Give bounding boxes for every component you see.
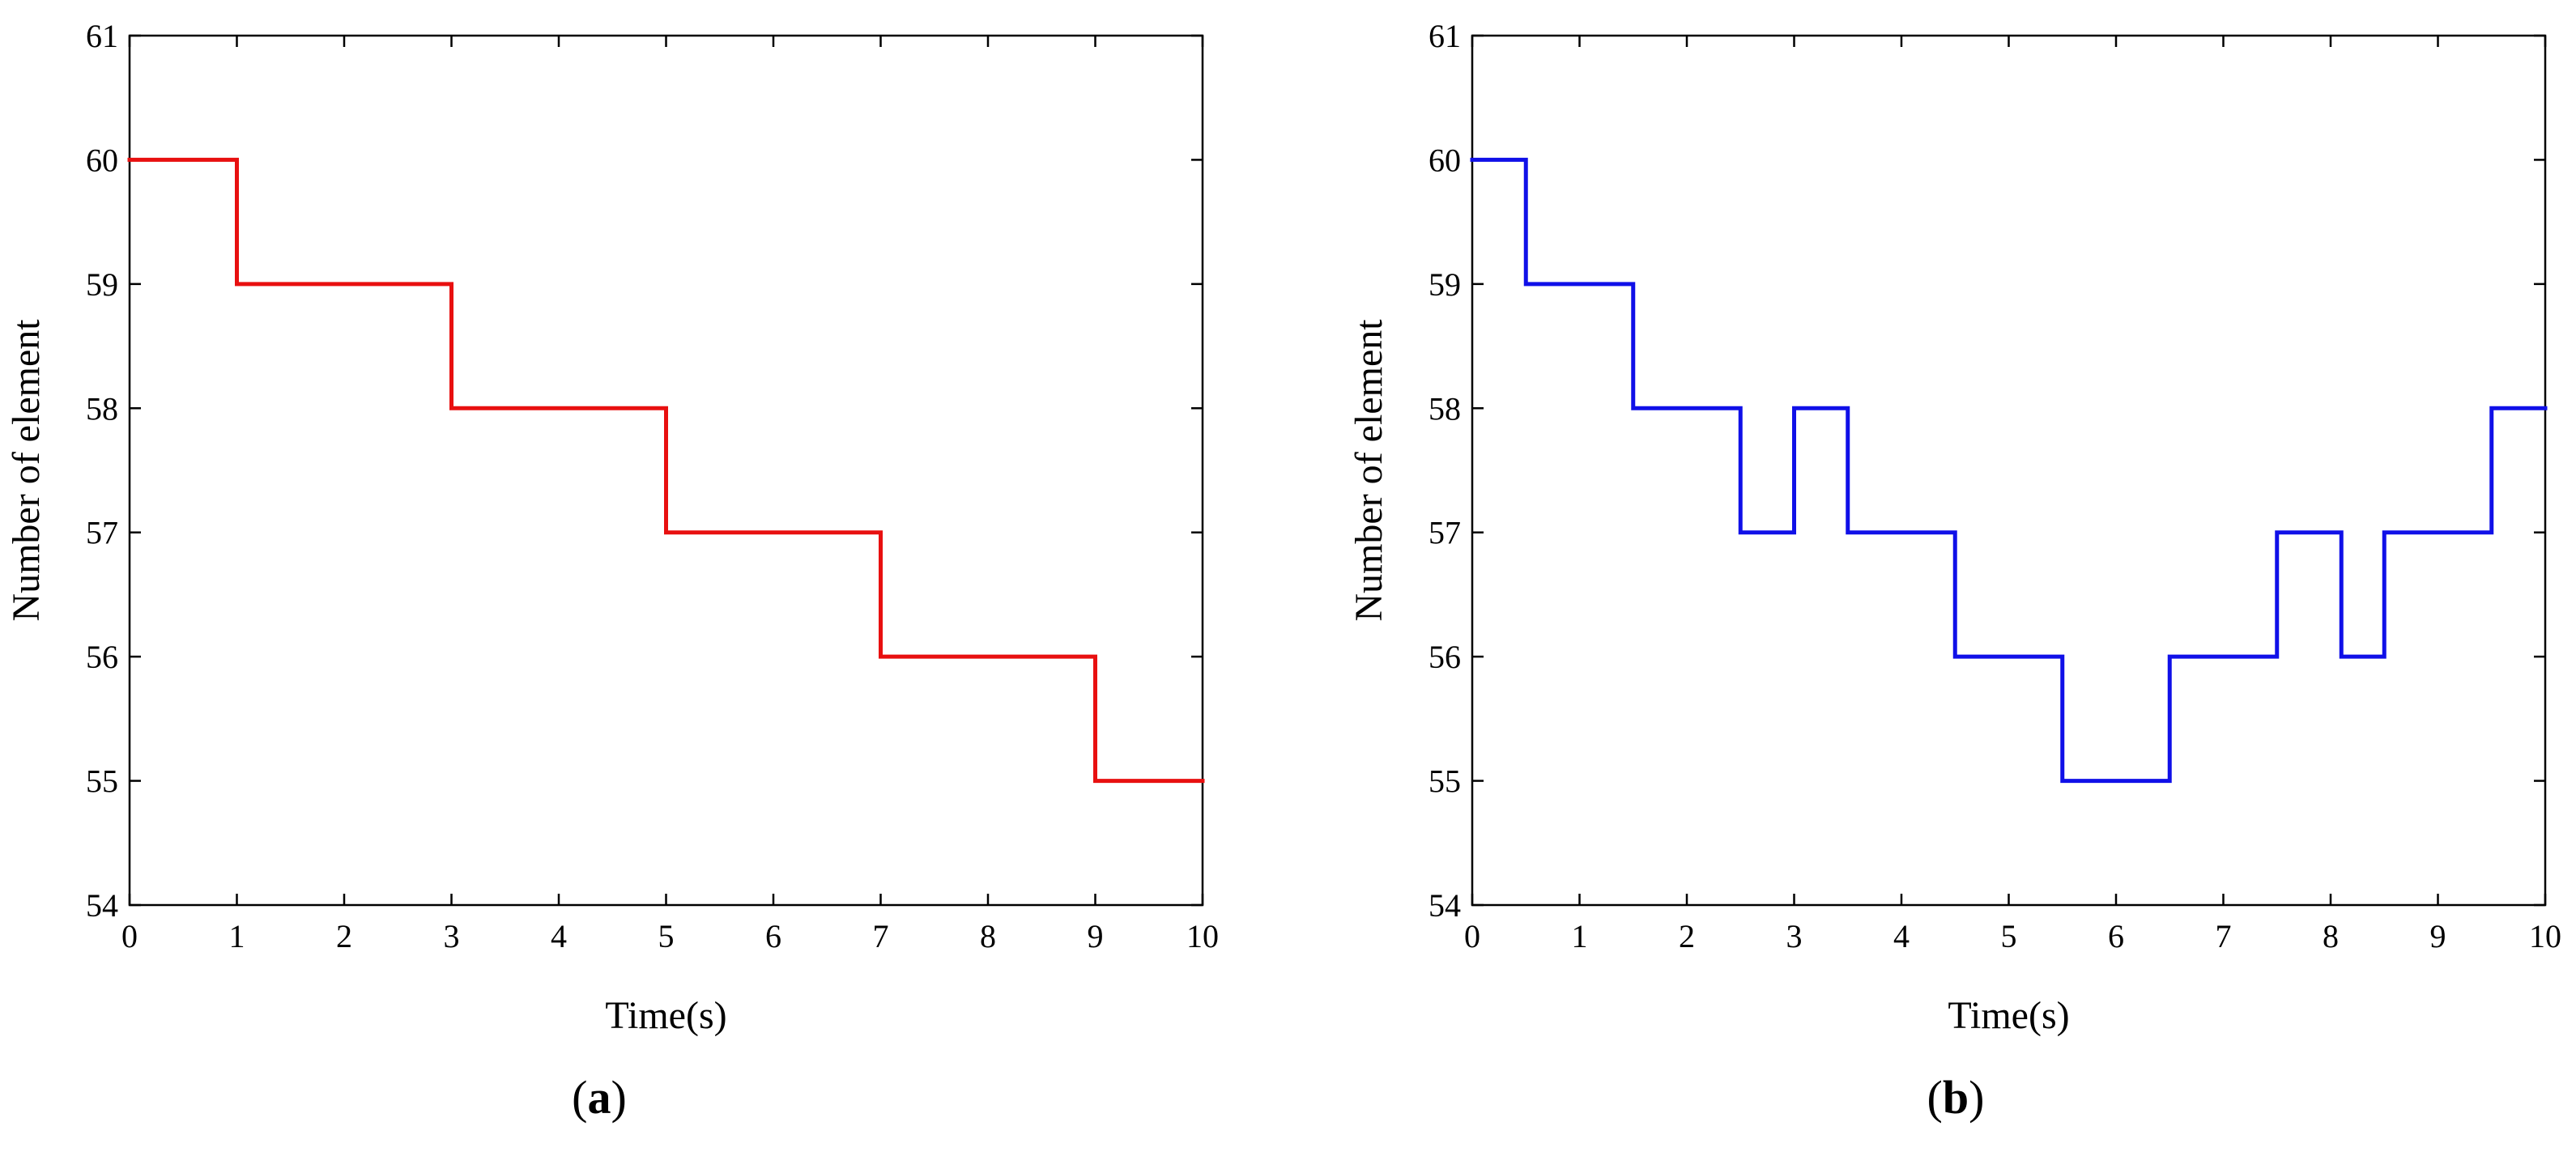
series-line-0: [1470, 157, 2548, 784]
y-tick-label: 55: [1429, 763, 1461, 800]
y-tick-label: 58: [1429, 390, 1461, 427]
y-tick-label: 59: [86, 266, 118, 303]
x-tick-label: 0: [1464, 918, 1480, 954]
x-axis-title: Time(s): [1948, 994, 2069, 1037]
plot-frame: [1471, 34, 2547, 907]
series-line-0: [127, 157, 1205, 784]
y-tick-label: 59: [1429, 266, 1461, 303]
x-tick-label: 10: [1186, 918, 1219, 954]
y-tick-label: 56: [86, 639, 118, 675]
y-tick-label: 54: [1429, 887, 1461, 924]
x-tick-label: 8: [980, 918, 996, 954]
x-tick-label: 9: [1088, 918, 1104, 954]
y-tick-label: 58: [86, 390, 118, 427]
x-tick-label: 1: [229, 918, 245, 954]
chart-panel-a: 0 1 2 3 4 5 6 7 8 9 105455565758596061Time(s)Numbe…: [5, 18, 1219, 1124]
caption-open: (: [1927, 1071, 1943, 1124]
x-tick-label: 4: [1893, 918, 1910, 954]
x-tick-label: 9: [2430, 918, 2446, 954]
y-tick-label: 57: [1429, 515, 1461, 551]
x-tick-label: 10: [2529, 918, 2561, 954]
panel-caption: (a): [572, 1071, 627, 1124]
x-tick-label: 6: [765, 918, 781, 954]
y-tick-label: 60: [86, 142, 118, 178]
caption-open: (: [572, 1071, 587, 1124]
y-tick-label: 54: [86, 887, 118, 924]
x-axis-title: Time(s): [605, 994, 726, 1037]
y-axis-title: Number of element: [1348, 319, 1390, 622]
x-tick-label: 5: [658, 918, 675, 954]
x-tick-label: 8: [2323, 918, 2339, 954]
y-tick-label: 56: [1429, 639, 1461, 675]
caption-close: ): [1969, 1071, 1984, 1124]
y-tick-label: 61: [86, 18, 118, 54]
panel-caption: (b): [1927, 1071, 1985, 1124]
x-tick-label: 7: [873, 918, 889, 954]
y-axis-title: Number of element: [5, 319, 48, 622]
y-tick-label: 61: [1429, 18, 1461, 54]
x-tick-label: 0: [121, 918, 138, 954]
x-tick-label: 3: [1786, 918, 1803, 954]
x-tick-label: 5: [2001, 918, 2017, 954]
x-tick-label: 1: [1572, 918, 1588, 954]
x-tick-label: 2: [336, 918, 352, 954]
x-tick-label: 4: [551, 918, 567, 954]
caption-letter: b: [1943, 1071, 1969, 1124]
y-tick-label: 55: [86, 763, 118, 800]
caption-letter: a: [588, 1071, 611, 1124]
caption-close: ): [611, 1071, 627, 1124]
chart-panel-b: 0 1 2 3 4 5 6 7 8 9 105455565758596061Time(s)Numbe…: [1348, 18, 2561, 1124]
x-tick-label: 6: [2108, 918, 2124, 954]
x-tick-label: 3: [444, 918, 460, 954]
x-tick-label: 7: [2216, 918, 2232, 954]
y-tick-label: 60: [1429, 142, 1461, 178]
y-tick-label: 57: [86, 515, 118, 551]
x-tick-label: 2: [1679, 918, 1695, 954]
